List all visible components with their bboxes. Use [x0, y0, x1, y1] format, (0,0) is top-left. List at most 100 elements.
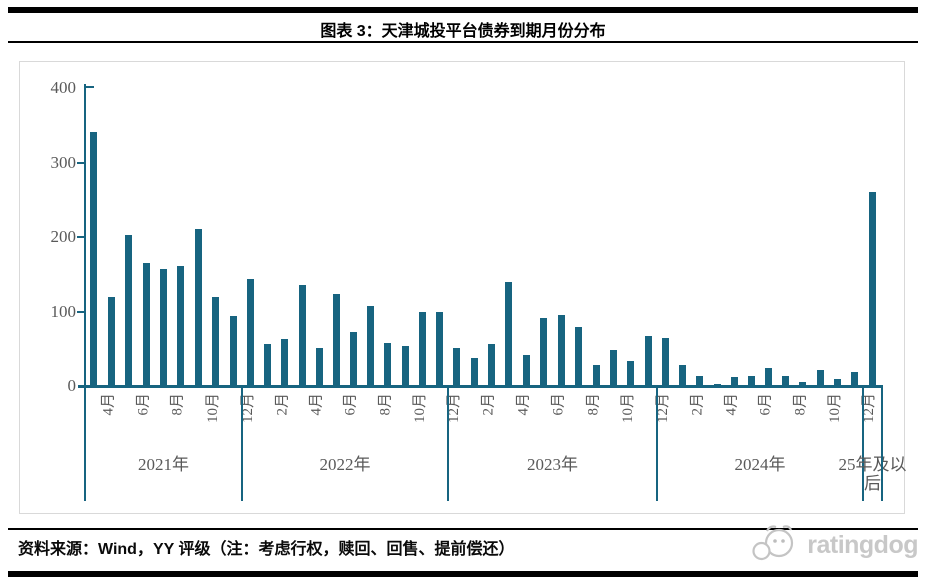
section-separator — [84, 386, 86, 501]
y-axis-top-tick — [86, 86, 94, 88]
ratingdog-logo: ratingdog — [752, 524, 918, 566]
y-tick-label: 0 — [67, 376, 77, 395]
bar — [332, 293, 340, 386]
bar — [281, 339, 289, 386]
bar — [747, 375, 755, 386]
x-tick-label: 10月 — [411, 393, 428, 424]
bottom-rule — [8, 571, 918, 577]
bar — [592, 365, 600, 386]
bar — [125, 234, 133, 386]
section-separator — [881, 386, 883, 501]
x-tick-label: 8月 — [377, 393, 394, 416]
section-separator — [656, 386, 658, 501]
bar — [194, 228, 202, 386]
bar — [609, 350, 617, 386]
bar — [696, 376, 704, 386]
section-separator — [241, 386, 243, 501]
x-tick-label: 4月 — [100, 393, 117, 416]
bar — [869, 192, 876, 386]
y-tick-label: 400 — [50, 78, 77, 97]
bar — [435, 312, 443, 386]
bar — [816, 370, 824, 386]
bar — [644, 336, 652, 386]
bar — [350, 332, 358, 386]
bar — [730, 377, 738, 386]
x-tick-label: 12月 — [239, 393, 256, 424]
bar — [229, 315, 237, 386]
footer-top-rule — [8, 528, 918, 530]
top-rule — [8, 7, 918, 13]
bar — [401, 345, 409, 386]
bar — [470, 358, 478, 386]
x-tick-label: 12月 — [445, 393, 462, 424]
bar — [384, 342, 392, 386]
chart-title: 图表 3：天津城投平台债券到期月份分布 — [320, 23, 606, 40]
bar — [298, 284, 306, 386]
bar — [264, 344, 272, 386]
x-tick-label: 2月 — [689, 393, 706, 416]
x-tick-label: 6月 — [757, 393, 774, 416]
bar — [782, 375, 790, 386]
x-tick-label: 8月 — [170, 393, 186, 416]
bar — [765, 368, 773, 386]
y-tick-label: 200 — [50, 227, 77, 246]
x-tick-label: 4月 — [723, 393, 740, 416]
bar — [315, 348, 323, 386]
year-label: 2023年 — [527, 455, 578, 474]
y-tick-label: 300 — [50, 152, 77, 172]
year-label: 2024年 — [734, 455, 786, 474]
bar — [799, 381, 807, 386]
logo-text: ratingdog — [807, 530, 918, 559]
source-note: 资料来源：Wind，YY 评级（注：考虑行权，赎回、回售、提前偿还） — [18, 541, 515, 558]
x-tick-label: 6月 — [342, 393, 359, 416]
bar — [833, 379, 841, 386]
section-separator — [862, 386, 864, 501]
x-tick-label: 10月 — [619, 393, 636, 424]
x-tick-label: 10月 — [204, 393, 221, 424]
bar — [247, 278, 255, 386]
bar — [522, 355, 530, 386]
title-underline-rule — [8, 41, 918, 43]
year-label: 2022年 — [319, 455, 371, 474]
bar — [367, 306, 375, 386]
bar — [212, 296, 220, 386]
y-tick — [77, 236, 85, 238]
bar — [575, 327, 583, 386]
y-tick — [77, 161, 85, 164]
bar — [505, 281, 513, 386]
y-tick — [77, 310, 85, 313]
bar — [713, 383, 721, 386]
chart-frame — [19, 61, 905, 514]
bar — [850, 371, 858, 386]
section-separator — [447, 386, 449, 501]
dog-icon — [752, 525, 794, 561]
x-tick-label: 10月 — [826, 393, 843, 424]
x-tick-label: 4月 — [308, 393, 325, 416]
x-tick-label: 8月 — [792, 393, 809, 416]
x-tick-label: 2月 — [274, 393, 291, 416]
bar — [177, 266, 185, 386]
x-tick-label: 6月 — [550, 393, 567, 416]
x-tick-label: 12月 — [860, 393, 877, 424]
y-axis-line — [84, 84, 86, 386]
bar — [107, 297, 115, 386]
bar — [90, 131, 98, 386]
bar — [453, 348, 461, 386]
bar — [488, 344, 496, 386]
year-label: 25年及以后 — [838, 455, 907, 493]
bar — [557, 315, 565, 386]
bar — [679, 365, 687, 386]
x-tick-label: 4月 — [515, 393, 532, 416]
x-tick-label: 12月 — [654, 393, 671, 424]
bar — [627, 361, 635, 386]
bar — [160, 269, 167, 386]
y-tick-label: 100 — [50, 301, 77, 321]
bar — [142, 263, 150, 386]
x-axis-line — [78, 385, 883, 388]
x-tick-label: 6月 — [135, 393, 152, 416]
bar — [662, 338, 670, 386]
bar — [540, 318, 548, 386]
x-tick-label: 2月 — [480, 393, 497, 416]
